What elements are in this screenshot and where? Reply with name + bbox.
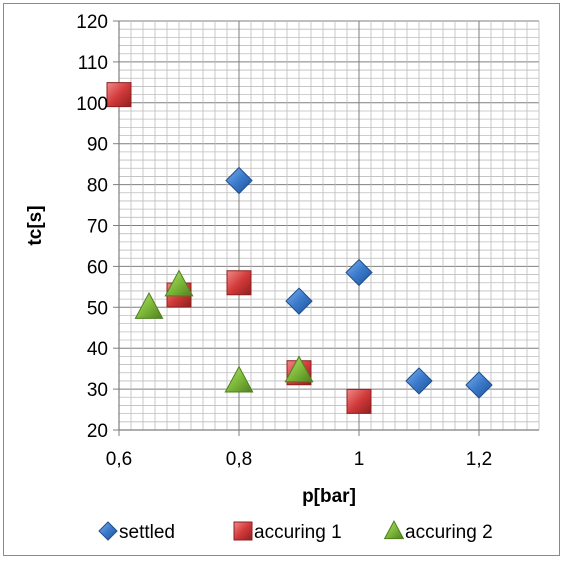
y-axis-title: tc[s]	[25, 205, 46, 245]
legend: settled accuring 1 accuring 2	[98, 520, 493, 543]
legend-marker-accuring-1	[233, 521, 253, 541]
point-settled	[285, 287, 313, 315]
axes	[113, 20, 539, 436]
point-accuring-2	[224, 365, 254, 393]
point-settled	[225, 166, 253, 195]
y-tick-label: 90	[87, 135, 108, 156]
x-tick-label: 1,2	[466, 449, 492, 470]
y-tick-label: 60	[87, 257, 108, 278]
legend-label-accuring-1: accuring 1	[254, 522, 342, 543]
legend-marker-accuring-2	[383, 520, 405, 540]
x-axis-title: p[bar]	[302, 486, 356, 507]
data-marks	[106, 82, 493, 414]
point-accuring-1	[226, 270, 252, 296]
grid	[118, 20, 540, 431]
y-tick-label: 80	[87, 176, 108, 197]
y-tick-label: 40	[87, 339, 108, 360]
y-tick-label: 110	[78, 53, 108, 74]
y-tick-label: 120	[76, 12, 108, 33]
legend-marker-settled	[98, 521, 118, 541]
tick-labels: 0,6 0,8 1 1,2 20 30 40 50 60 70 80 90 100 110 120	[76, 12, 492, 470]
y-tick-label: 20	[87, 421, 108, 442]
legend-label-settled: settled	[119, 522, 175, 543]
y-tick-label: 100	[76, 94, 108, 115]
point-accuring-2	[164, 269, 194, 297]
point-settled	[465, 371, 493, 399]
point-settled	[345, 258, 373, 287]
point-accuring-1	[106, 82, 132, 108]
point-accuring-2	[284, 355, 314, 383]
point-accuring-1	[346, 388, 372, 414]
point-settled	[405, 367, 433, 395]
y-tick-label: 50	[87, 298, 108, 319]
x-tick-label: 0,8	[226, 449, 252, 470]
x-tick-label: 1	[354, 449, 365, 470]
y-tick-label: 30	[87, 380, 108, 401]
x-tick-label: 0,6	[106, 449, 132, 470]
legend-label-accuring-2: accuring 2	[405, 522, 493, 543]
point-accuring-2	[134, 291, 164, 319]
y-tick-label: 70	[87, 217, 108, 238]
